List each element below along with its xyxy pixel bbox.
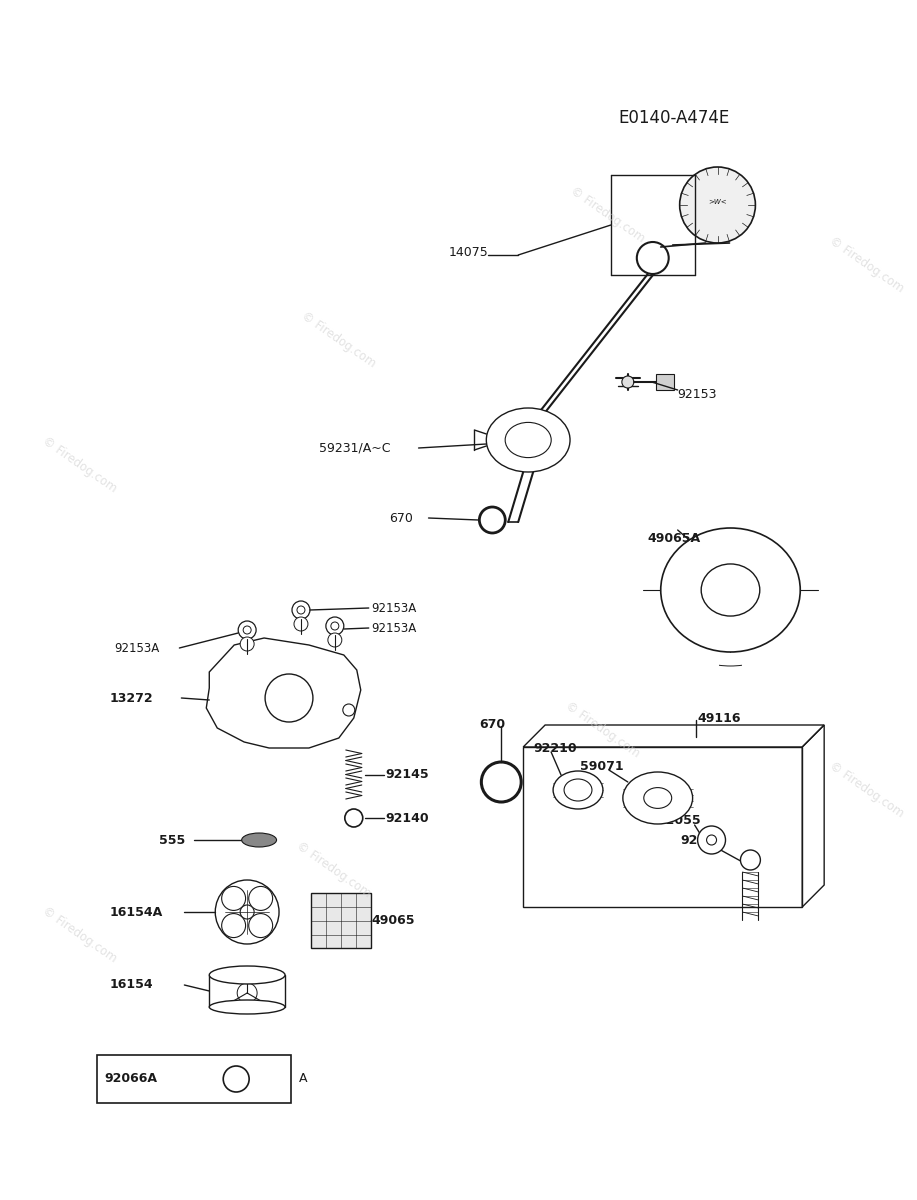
Circle shape	[328, 634, 342, 647]
Text: 92140: 92140	[386, 811, 429, 824]
Text: © Firedog.com: © Firedog.com	[294, 840, 373, 900]
Circle shape	[249, 887, 272, 911]
Text: © Firedog.com: © Firedog.com	[827, 234, 907, 295]
Circle shape	[740, 850, 760, 870]
Ellipse shape	[209, 1000, 285, 1014]
Text: 92153A: 92153A	[371, 601, 417, 614]
Text: 670: 670	[389, 511, 413, 524]
Text: 92055: 92055	[657, 814, 702, 827]
Text: 14075: 14075	[448, 246, 488, 259]
Text: © Firedog.com: © Firedog.com	[563, 700, 643, 761]
Ellipse shape	[661, 528, 801, 652]
Circle shape	[622, 376, 634, 388]
Text: E0140-A474E: E0140-A474E	[618, 109, 729, 127]
Ellipse shape	[702, 564, 760, 616]
Bar	[311, 893, 370, 948]
Text: 49065: 49065	[371, 913, 415, 926]
Circle shape	[292, 601, 310, 619]
Circle shape	[679, 167, 756, 242]
Text: 92066A: 92066A	[105, 1073, 158, 1086]
Circle shape	[215, 880, 279, 944]
Text: 59071: 59071	[580, 760, 624, 773]
Circle shape	[240, 637, 254, 650]
Text: 92153: 92153	[678, 389, 717, 402]
Circle shape	[698, 826, 725, 854]
Text: 555: 555	[160, 834, 186, 846]
Text: 59231/A~C: 59231/A~C	[319, 442, 391, 455]
Ellipse shape	[486, 408, 570, 472]
Text: © Firedog.com: © Firedog.com	[827, 760, 907, 821]
Text: © Firedog.com: © Firedog.com	[569, 185, 647, 246]
Text: >W<: >W<	[708, 199, 727, 205]
Text: 16154: 16154	[110, 978, 153, 991]
Text: 49065A: 49065A	[647, 532, 701, 545]
Text: 92153A: 92153A	[115, 642, 160, 654]
Text: 13272: 13272	[110, 691, 153, 704]
Text: 92066: 92066	[680, 834, 724, 846]
Circle shape	[222, 887, 246, 911]
Circle shape	[294, 617, 308, 631]
Ellipse shape	[209, 966, 285, 984]
Circle shape	[222, 913, 246, 937]
Text: 92210: 92210	[533, 742, 577, 755]
Ellipse shape	[242, 833, 277, 847]
Ellipse shape	[553, 770, 603, 809]
Text: © Firedog.com: © Firedog.com	[40, 905, 119, 966]
Text: 670: 670	[480, 719, 505, 732]
Text: 49116: 49116	[698, 712, 741, 725]
Circle shape	[249, 913, 272, 937]
Bar	[656, 374, 674, 390]
Ellipse shape	[623, 772, 692, 824]
Text: 92145: 92145	[386, 768, 429, 781]
Text: © Firedog.com: © Firedog.com	[40, 434, 119, 496]
Text: 92153A: 92153A	[371, 622, 417, 635]
Text: A: A	[299, 1073, 307, 1086]
Text: © Firedog.com: © Firedog.com	[299, 310, 379, 371]
Circle shape	[326, 617, 344, 635]
Text: 16154A: 16154A	[110, 906, 163, 918]
Bar	[96, 1055, 291, 1103]
Circle shape	[238, 622, 256, 638]
